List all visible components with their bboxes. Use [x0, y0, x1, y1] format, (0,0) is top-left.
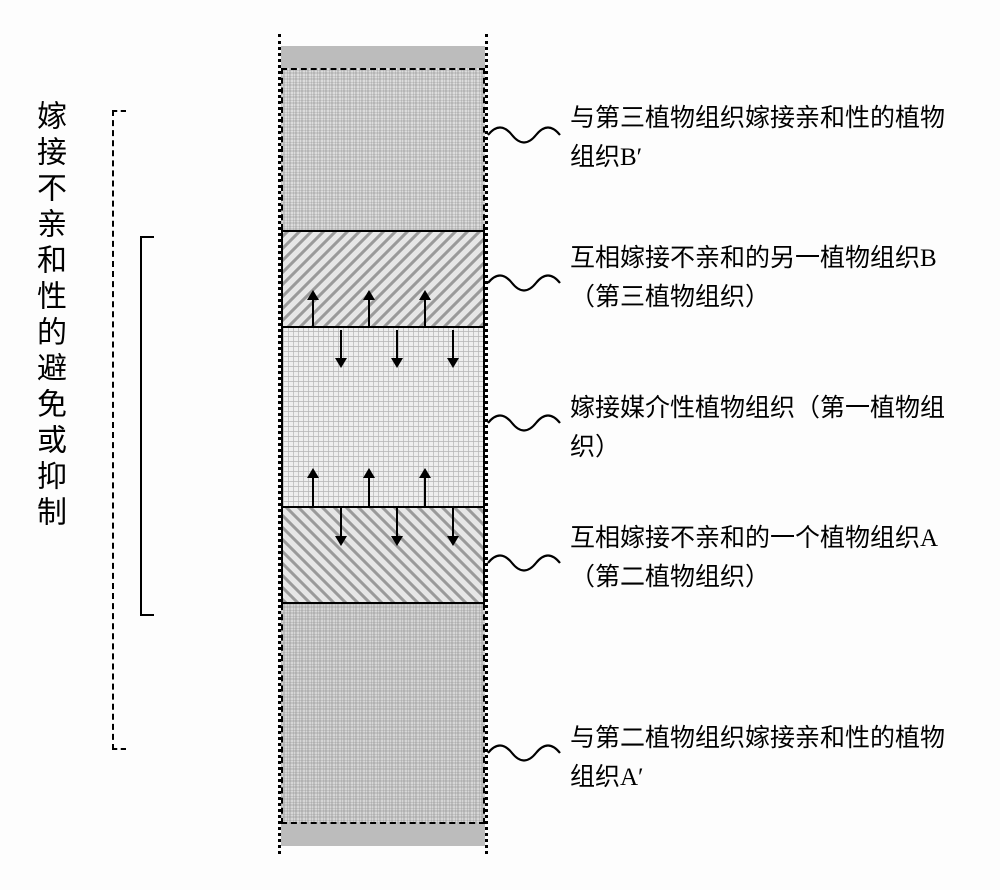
- label-bprime: 与第三植物组织嫁接亲和性的植物组织B′: [570, 100, 960, 178]
- seg-botcap: [281, 824, 485, 846]
- connector-bprime: [488, 120, 560, 150]
- tissue-column: [278, 34, 488, 854]
- arrows-top: [281, 294, 485, 364]
- label-aprime: 与第二植物组织嫁接亲和性的植物组织A′: [570, 720, 960, 798]
- column-border-right: [485, 34, 488, 854]
- seg-aprime-border: [281, 604, 485, 824]
- connector-mediator: [488, 408, 560, 438]
- inner-bracket: [140, 236, 154, 616]
- connector-b: [488, 268, 560, 298]
- label-a: 互相嫁接不亲和的一个植物组织A（第二植物组织）: [570, 520, 960, 598]
- connector-a: [488, 548, 560, 578]
- seg-topcap: [281, 46, 485, 68]
- arrows-bottom: [281, 472, 485, 542]
- label-b: 互相嫁接不亲和的另一植物组织B（第三植物组织）: [570, 240, 960, 318]
- diagram-root: 嫁接不亲和性的避免或抑制: [0, 0, 1000, 890]
- seg-bprime-border: [281, 68, 485, 230]
- left-vertical-label: 嫁接不亲和性的避免或抑制: [26, 100, 70, 800]
- label-mediator: 嫁接媒介性植物组织（第一植物组织）: [570, 390, 960, 468]
- connector-aprime: [488, 738, 560, 768]
- outer-bracket: [112, 110, 126, 750]
